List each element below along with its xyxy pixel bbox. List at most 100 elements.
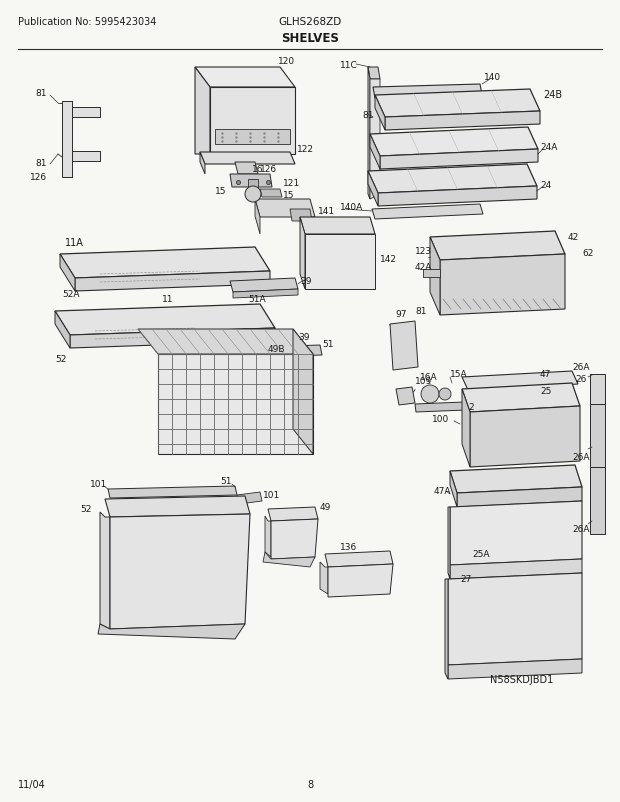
- Polygon shape: [448, 659, 582, 679]
- Polygon shape: [55, 305, 275, 335]
- Text: 47: 47: [540, 370, 551, 379]
- Polygon shape: [457, 488, 582, 508]
- Polygon shape: [230, 175, 272, 188]
- Polygon shape: [300, 217, 305, 290]
- Text: 126: 126: [260, 165, 277, 174]
- Polygon shape: [368, 68, 370, 200]
- Circle shape: [439, 388, 451, 400]
- Polygon shape: [235, 163, 258, 175]
- Polygon shape: [72, 107, 100, 118]
- Polygon shape: [450, 465, 582, 493]
- Polygon shape: [271, 520, 318, 559]
- Text: 47A: 47A: [434, 487, 451, 496]
- Text: GLHS268ZD: GLHS268ZD: [278, 17, 342, 27]
- Polygon shape: [210, 88, 295, 155]
- Text: 15: 15: [215, 187, 226, 196]
- Polygon shape: [195, 68, 210, 155]
- Text: 81: 81: [415, 307, 427, 316]
- Text: 49: 49: [320, 503, 331, 512]
- Polygon shape: [430, 237, 440, 316]
- Circle shape: [245, 187, 261, 203]
- Text: 8: 8: [307, 779, 313, 789]
- Polygon shape: [423, 269, 440, 277]
- Polygon shape: [105, 496, 250, 517]
- Polygon shape: [396, 387, 415, 406]
- Text: 26A: 26A: [572, 363, 590, 372]
- Polygon shape: [450, 559, 582, 579]
- Polygon shape: [230, 278, 298, 293]
- Polygon shape: [368, 164, 537, 194]
- Text: 51: 51: [220, 477, 231, 486]
- Polygon shape: [462, 371, 578, 391]
- Text: 101: 101: [263, 491, 280, 500]
- Polygon shape: [98, 624, 245, 639]
- Polygon shape: [110, 514, 250, 630]
- Text: 126: 126: [30, 173, 47, 182]
- Polygon shape: [290, 210, 312, 221]
- Polygon shape: [75, 272, 270, 292]
- Polygon shape: [378, 187, 537, 207]
- Text: 15: 15: [283, 191, 294, 200]
- Polygon shape: [385, 111, 540, 131]
- Text: 52: 52: [55, 355, 66, 364]
- Text: 120: 120: [278, 58, 295, 67]
- Text: 24A: 24A: [540, 144, 557, 152]
- Polygon shape: [255, 200, 260, 235]
- Polygon shape: [462, 390, 470, 468]
- Text: 25A: 25A: [472, 550, 490, 559]
- Polygon shape: [590, 468, 605, 534]
- Polygon shape: [448, 573, 582, 665]
- Text: 51: 51: [322, 340, 334, 349]
- Text: 27: 27: [460, 575, 471, 584]
- Text: 51A: 51A: [248, 295, 265, 304]
- Text: 25: 25: [540, 387, 551, 396]
- Text: 52: 52: [80, 505, 91, 514]
- Polygon shape: [390, 322, 418, 371]
- Polygon shape: [325, 551, 393, 567]
- Polygon shape: [72, 152, 100, 162]
- Text: 26A: 26A: [572, 453, 590, 462]
- Polygon shape: [195, 68, 295, 88]
- Polygon shape: [300, 217, 375, 235]
- Polygon shape: [328, 565, 393, 597]
- Polygon shape: [268, 508, 318, 521]
- Text: 49B: 49B: [268, 345, 285, 354]
- Polygon shape: [380, 150, 538, 170]
- Polygon shape: [260, 190, 282, 198]
- Polygon shape: [233, 290, 298, 298]
- Text: 123: 123: [415, 247, 432, 256]
- Polygon shape: [70, 329, 275, 349]
- Polygon shape: [108, 486, 237, 498]
- Polygon shape: [373, 85, 482, 99]
- Text: N58SKDJBD1: N58SKDJBD1: [490, 674, 553, 684]
- Text: 16A: 16A: [420, 373, 438, 382]
- Polygon shape: [590, 375, 605, 404]
- Polygon shape: [265, 516, 271, 557]
- Text: 11/04: 11/04: [18, 779, 46, 789]
- Polygon shape: [320, 562, 328, 594]
- Text: 62: 62: [582, 248, 593, 257]
- Text: 121: 121: [283, 178, 300, 187]
- Polygon shape: [293, 330, 313, 455]
- Polygon shape: [372, 205, 483, 220]
- Polygon shape: [590, 404, 605, 468]
- Text: 109: 109: [415, 377, 432, 386]
- Polygon shape: [305, 235, 375, 290]
- Text: 81: 81: [35, 88, 46, 97]
- Polygon shape: [450, 501, 582, 565]
- Polygon shape: [450, 472, 457, 508]
- Text: 42: 42: [568, 233, 579, 242]
- Polygon shape: [370, 128, 538, 157]
- Polygon shape: [440, 255, 565, 316]
- Text: 26A: 26A: [572, 525, 590, 534]
- Polygon shape: [55, 312, 70, 349]
- Text: 81: 81: [362, 111, 373, 119]
- Polygon shape: [430, 232, 565, 261]
- Polygon shape: [370, 135, 380, 170]
- Polygon shape: [200, 153, 295, 164]
- Polygon shape: [228, 334, 296, 350]
- Polygon shape: [448, 508, 450, 579]
- Polygon shape: [60, 255, 75, 292]
- Polygon shape: [368, 68, 380, 80]
- Text: 42A: 42A: [415, 263, 432, 272]
